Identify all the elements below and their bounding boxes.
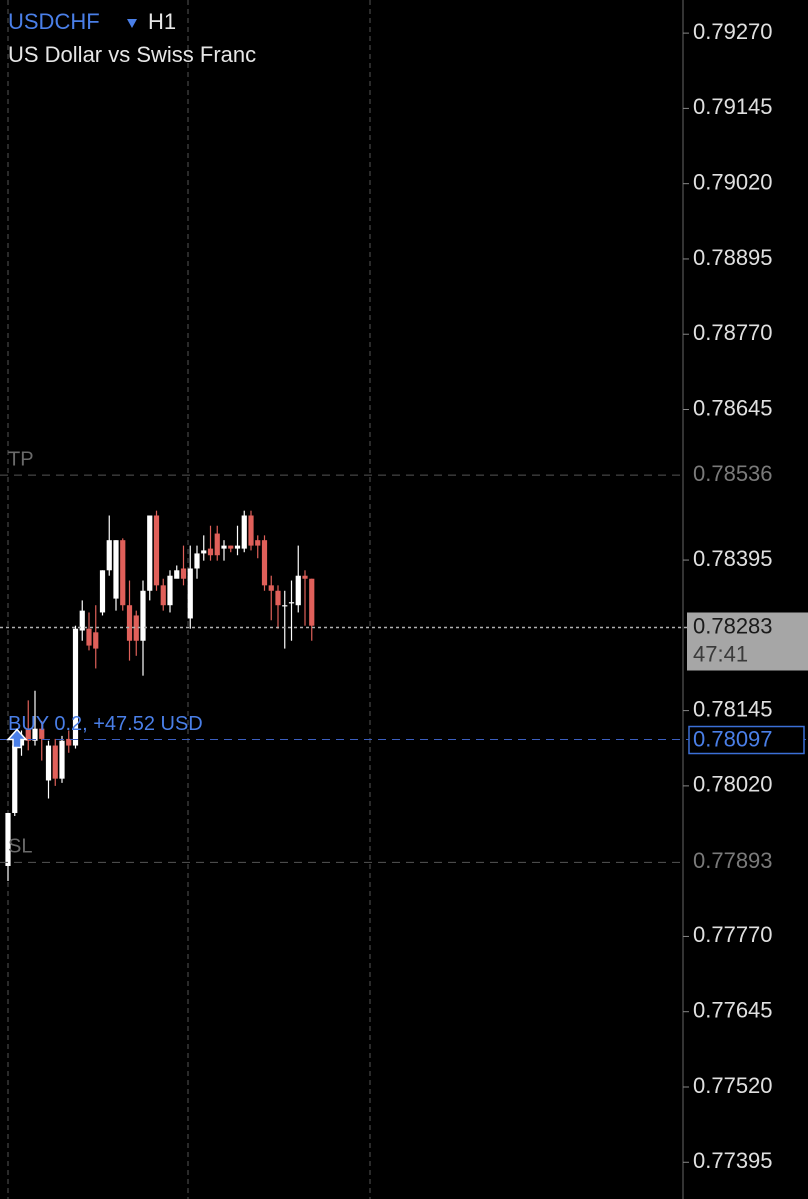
y-tick-label: 0.79270 <box>693 19 773 44</box>
candle-body <box>52 745 58 779</box>
current-price-box <box>687 612 808 671</box>
candle-body <box>268 585 274 591</box>
y-tick-label: 0.78145 <box>693 696 773 721</box>
candle-body <box>5 812 11 866</box>
candle-body <box>32 728 38 741</box>
candles <box>5 510 315 882</box>
candle-body <box>106 540 112 571</box>
y-tick-label: 0.78645 <box>693 395 773 420</box>
y-tick-label: 0.78895 <box>693 245 773 270</box>
take-profit-label: TP <box>8 448 34 470</box>
price-label-bg <box>686 462 808 489</box>
y-tick-label: 0.77645 <box>693 998 773 1023</box>
candle-body <box>86 628 92 646</box>
levels: TP 0.78536 SL 0.77893 0.78283 47:41 BUY 0.2, +… <box>0 448 808 876</box>
candle-body <box>309 578 315 626</box>
candle-body <box>120 540 126 606</box>
timeframe[interactable]: H1 <box>148 9 176 34</box>
candle-body <box>261 540 268 586</box>
candle-body <box>275 590 281 606</box>
candle-body <box>282 605 288 607</box>
candle-body <box>201 550 207 554</box>
candle-body <box>12 745 18 813</box>
y-tick-label: 0.77770 <box>693 922 773 947</box>
candle-body <box>133 615 139 641</box>
stop-loss-price: 0.77893 <box>693 848 773 873</box>
position-price-box <box>688 725 805 755</box>
candle-body <box>180 568 187 579</box>
candle-body <box>99 570 106 613</box>
candle-body <box>207 548 214 556</box>
candle-body <box>174 570 180 579</box>
position-price: 0.78097 <box>693 726 773 751</box>
symbol[interactable]: USDCHF <box>8 9 100 34</box>
current-price: 0.78283 <box>693 613 773 638</box>
y-tick-label: 0.79145 <box>693 94 773 119</box>
y-tick-label: 0.78770 <box>693 320 773 345</box>
bar-countdown: 47:41 <box>693 641 748 666</box>
candle-body <box>93 632 99 649</box>
candle-body <box>66 738 72 746</box>
candle-body <box>113 540 119 599</box>
candle-body <box>39 728 45 739</box>
y-tick-label: 0.79020 <box>693 169 773 194</box>
candle-body <box>302 575 308 579</box>
candle-body <box>72 628 79 746</box>
y-tick-label: 0.77395 <box>693 1148 773 1173</box>
stop-loss-label: SL <box>8 836 32 858</box>
candle-body <box>79 610 85 631</box>
y-tick-label: 0.77520 <box>693 1073 773 1098</box>
y-tick-label: 0.78395 <box>693 546 773 571</box>
candle-body <box>147 515 153 591</box>
candle-body <box>255 540 261 546</box>
candle-body <box>187 568 193 619</box>
candle-body <box>288 602 295 604</box>
candle-body <box>214 533 220 556</box>
candle-body <box>25 728 31 741</box>
candle-body <box>126 605 133 641</box>
candle-body <box>153 515 160 586</box>
candle-body <box>45 745 52 781</box>
subtitle: US Dollar vs Swiss Franc <box>8 42 256 67</box>
symbol-dropdown-icon[interactable] <box>127 19 137 28</box>
candle-body <box>248 515 254 546</box>
candle-body <box>59 740 65 779</box>
candle-body <box>241 515 247 549</box>
candle-body <box>221 545 227 549</box>
y-tick-label: 0.78020 <box>693 772 773 797</box>
candle-body <box>234 545 241 549</box>
candle-body <box>295 575 301 606</box>
position-label: BUY 0.2, +47.52 USD <box>8 713 203 735</box>
take-profit-price: 0.78536 <box>693 461 773 486</box>
candle-body <box>167 575 173 606</box>
buy-arrow-icon <box>6 728 28 749</box>
candle-body <box>140 590 146 641</box>
price-label-bg <box>686 849 808 876</box>
candle-body <box>228 545 234 549</box>
candle-body <box>160 585 166 606</box>
candle-body <box>194 553 200 569</box>
